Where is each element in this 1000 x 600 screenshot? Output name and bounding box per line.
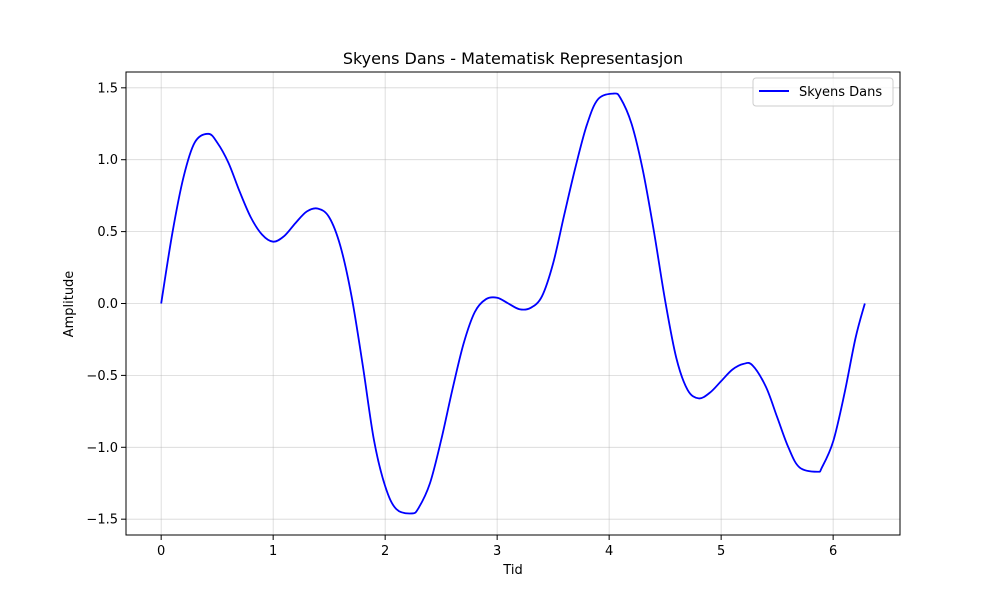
x-tick-label: 0 xyxy=(157,544,165,559)
series-line-skyens-dans xyxy=(160,92,866,515)
ticks: 0 1 2 3 4 5 6 −1.5 −1.0 −0.5 0.0 0.5 1.0 1.5 xyxy=(86,81,837,559)
y-tick-label: −0.5 xyxy=(86,369,118,384)
chart-title: Skyens Dans - Matematisk Representasjon xyxy=(343,49,683,68)
y-tick-label: −1.0 xyxy=(86,441,118,456)
x-tick-label: 4 xyxy=(605,544,613,559)
grid xyxy=(126,72,900,535)
legend-label-skyens-dans: Skyens Dans xyxy=(799,85,882,100)
y-tick-label: 0.0 xyxy=(97,297,118,312)
x-tick-label: 1 xyxy=(269,544,277,559)
y-tick-label: 1.5 xyxy=(97,81,118,96)
x-axis-label: Tid xyxy=(502,563,522,578)
x-tick-label: 3 xyxy=(493,544,501,559)
y-tick-label: 1.0 xyxy=(97,153,118,168)
x-tick-label: 5 xyxy=(717,544,725,559)
legend: Skyens Dans xyxy=(752,77,894,107)
series-layer xyxy=(160,92,866,515)
legend-box xyxy=(752,77,894,107)
x-tick-label: 2 xyxy=(381,544,389,559)
y-tick-label: 0.5 xyxy=(97,225,118,240)
y-tick-label: −1.5 xyxy=(86,513,118,528)
x-tick-label: 6 xyxy=(829,544,837,559)
y-axis-label: Amplitude xyxy=(62,271,77,338)
